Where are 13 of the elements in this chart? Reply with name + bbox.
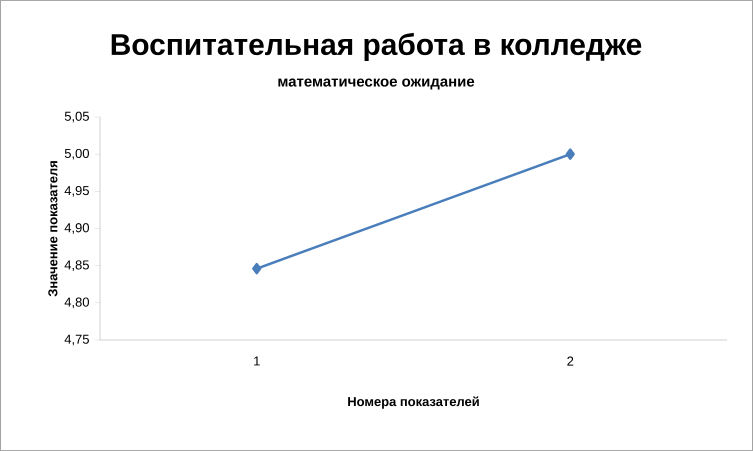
- y-tick-label: 4,80: [64, 297, 89, 308]
- y-tick-label: 5,05: [64, 112, 89, 122]
- chart-title: Воспитательная работа в колледже: [112, 32, 642, 62]
- y-tick-label: 4,95: [64, 186, 89, 197]
- y-tick-label: 5,00: [64, 148, 89, 160]
- y-tick-label: 4,75: [64, 334, 89, 346]
- y-tick-label: 4,90: [64, 223, 89, 234]
- y-axis-title: Значение показателя: [48, 161, 58, 296]
- y-tick-label: 4,85: [64, 260, 89, 272]
- x-tick-label: 1: [254, 356, 260, 366]
- chart-subtitle: математическое ожидание: [278, 78, 474, 90]
- x-tick-label: 2: [567, 356, 574, 366]
- x-axis-title: Номера показателей: [348, 396, 479, 409]
